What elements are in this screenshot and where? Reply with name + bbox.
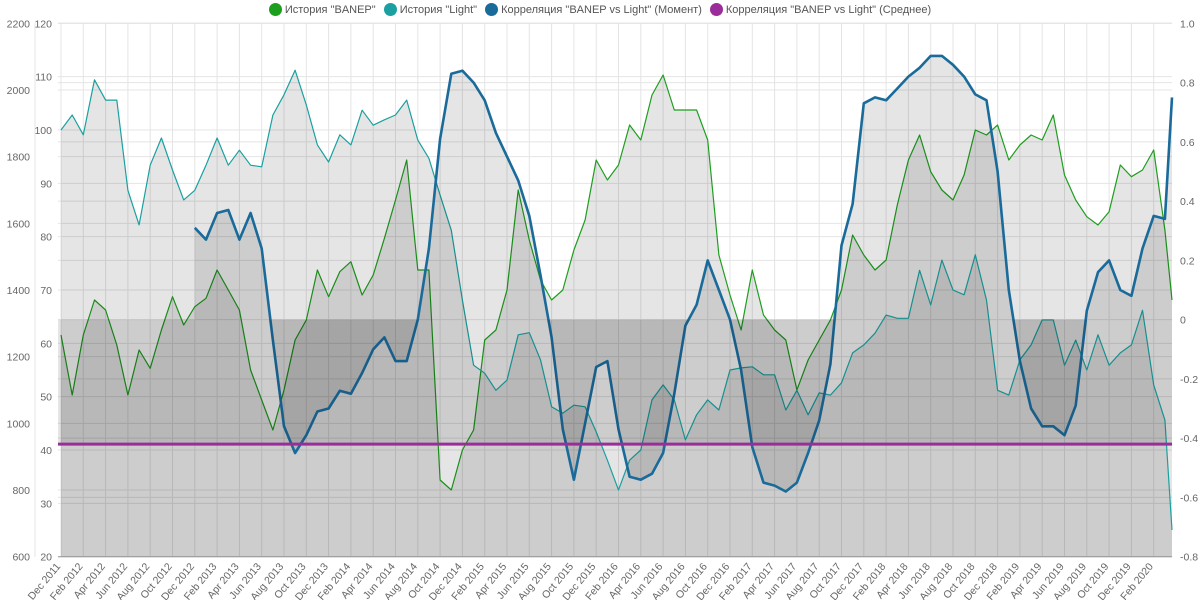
y-tick-label-light: 60: [40, 338, 52, 350]
y-tick-label-light: 110: [35, 72, 52, 84]
y-tick-label-correlation: 0.2: [1180, 255, 1195, 267]
y-tick-label-banep: 1000: [7, 418, 31, 430]
y-tick-label-correlation: 0.4: [1180, 196, 1195, 208]
y-tick-label-correlation: 0: [1180, 315, 1186, 327]
y-tick-label-light: 30: [40, 498, 52, 510]
y-tick-label-correlation: 0.8: [1180, 78, 1195, 90]
legend-label: Корреляция "BANEP vs Light" (Момент): [501, 3, 702, 16]
area-correlation-mean: [58, 319, 1172, 445]
y-tick-label-light: 20: [40, 552, 52, 564]
legend-dot-icon: [485, 3, 499, 16]
area-banep: [61, 75, 1172, 557]
y-tick-label-banep: 600: [12, 552, 30, 564]
y-tick-label-light: 120: [34, 18, 52, 30]
y-tick-label-banep: 2200: [7, 18, 31, 30]
y-tick-label-light: 80: [40, 232, 52, 244]
legend-dot-icon: [383, 3, 397, 16]
y-tick-label-banep: 800: [12, 485, 30, 497]
y-tick-label-correlation: -0.4: [1180, 433, 1198, 445]
y-tick-label-correlation: -0.8: [1180, 552, 1198, 564]
y-tick-label-light: 70: [40, 285, 52, 297]
y-tick-label-correlation: 1.0: [1180, 18, 1195, 30]
legend-item-correlation-mean[interactable]: Корреляция "BANEP vs Light" (Среднее): [709, 3, 932, 16]
y-tick-label-correlation: 0.6: [1180, 137, 1195, 149]
legend-dot-icon: [709, 3, 723, 16]
legend: История "BANEP" История "Light" Корреляц…: [0, 3, 1200, 16]
y-tick-label-banep: 1800: [7, 152, 31, 164]
line-light: [60, 69, 1173, 531]
y-tick-label-banep: 1400: [7, 285, 31, 297]
y-tick-label-banep: 1200: [7, 352, 31, 364]
y-tick-label-correlation: -0.6: [1180, 492, 1198, 504]
y-tick-label-banep: 2000: [7, 85, 31, 97]
legend-item-light[interactable]: История "Light": [383, 3, 478, 16]
area-light: [61, 70, 1172, 557]
y-tick-label-correlation: -0.2: [1180, 374, 1198, 386]
y-tick-label-light: 40: [40, 445, 52, 457]
legend-label: История "Light": [399, 3, 478, 16]
legend-item-banep[interactable]: История "BANEP": [268, 3, 376, 16]
legend-item-correlation-moment[interactable]: Корреляция "BANEP vs Light" (Момент): [485, 3, 702, 16]
y-tick-label-light: 50: [40, 392, 52, 404]
y-tick-label-light: 100: [34, 125, 52, 137]
legend-label: Корреляция "BANEP vs Light" (Среднее): [725, 3, 932, 16]
line-correlation-moment: [193, 54, 1174, 493]
legend-label: История "BANEP": [284, 3, 376, 16]
legend-dot-icon: [268, 3, 282, 16]
y-tick-label-banep: 1600: [7, 218, 31, 230]
area-correlation-moment: [194, 55, 1173, 492]
y-tick-label-light: 90: [40, 178, 52, 190]
